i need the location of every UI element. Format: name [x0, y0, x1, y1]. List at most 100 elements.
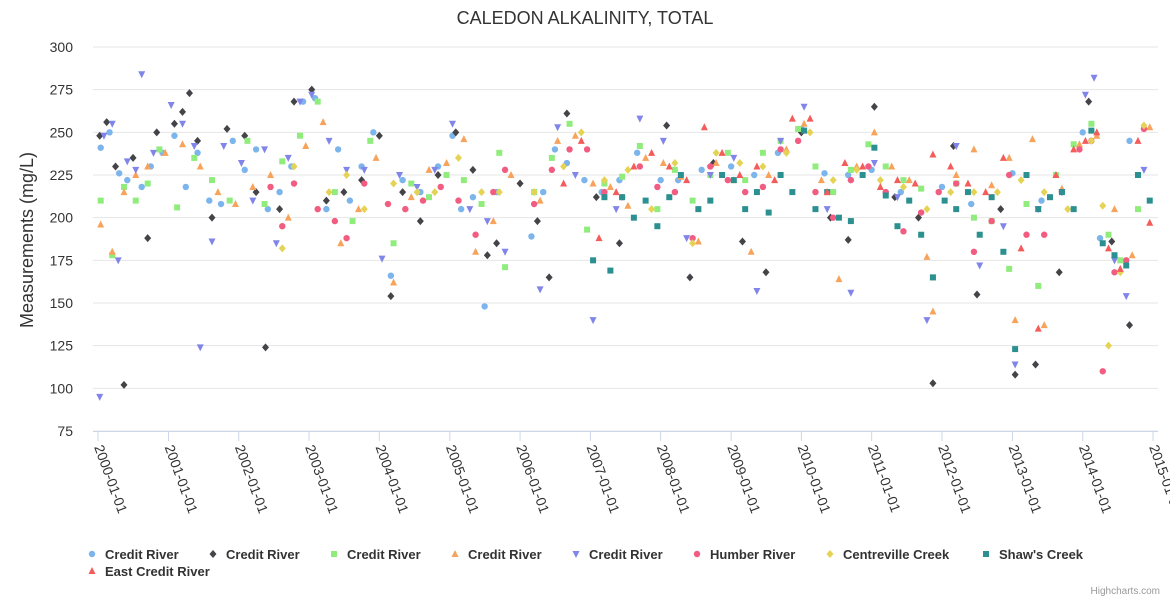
- data-point[interactable]: [730, 154, 738, 162]
- data-point[interactable]: [425, 165, 433, 173]
- data-point[interactable]: [751, 171, 758, 179]
- data-point[interactable]: [765, 171, 773, 178]
- data-point[interactable]: [727, 163, 735, 170]
- data-point[interactable]: [528, 233, 535, 240]
- data-point[interactable]: [296, 132, 303, 139]
- data-point[interactable]: [612, 188, 620, 196]
- data-point[interactable]: [619, 194, 626, 201]
- data-point[interactable]: [571, 131, 579, 139]
- legend-item[interactable]: Centreville Creek: [826, 547, 950, 562]
- data-point[interactable]: [319, 118, 327, 126]
- data-point[interactable]: [536, 196, 544, 204]
- data-point[interactable]: [1099, 240, 1106, 247]
- data-point[interactable]: [231, 200, 239, 208]
- legend-label[interactable]: Credit River: [468, 547, 542, 562]
- data-point[interactable]: [654, 183, 661, 191]
- data-point[interactable]: [208, 238, 216, 246]
- data-point[interactable]: [343, 166, 351, 174]
- data-point[interactable]: [577, 136, 585, 144]
- data-point[interactable]: [112, 162, 120, 171]
- data-point[interactable]: [502, 264, 509, 271]
- data-point[interactable]: [829, 214, 837, 221]
- data-point[interactable]: [1128, 251, 1136, 259]
- data-point[interactable]: [290, 180, 298, 187]
- data-point[interactable]: [261, 146, 269, 154]
- data-point[interactable]: [1134, 172, 1141, 178]
- data-point[interactable]: [953, 206, 960, 213]
- data-point[interactable]: [929, 274, 936, 281]
- data-point[interactable]: [144, 180, 151, 187]
- data-point[interactable]: [469, 165, 477, 174]
- data-point[interactable]: [1090, 74, 1098, 82]
- data-point[interactable]: [1110, 257, 1118, 265]
- legend-label[interactable]: Credit River: [105, 547, 179, 562]
- data-point[interactable]: [144, 234, 152, 243]
- data-point[interactable]: [507, 171, 515, 178]
- data-point[interactable]: [1088, 127, 1095, 134]
- data-point[interactable]: [595, 234, 603, 242]
- data-point[interactable]: [689, 239, 697, 248]
- data-point[interactable]: [1123, 262, 1130, 269]
- data-point[interactable]: [1005, 171, 1013, 179]
- data-point[interactable]: [174, 204, 181, 211]
- data-point[interactable]: [1099, 201, 1107, 210]
- data-point[interactable]: [893, 176, 901, 184]
- data-point[interactable]: [457, 205, 465, 213]
- data-point[interactable]: [1093, 128, 1101, 136]
- data-point[interactable]: [191, 154, 198, 161]
- data-point[interactable]: [659, 159, 667, 167]
- legend-label[interactable]: Credit River: [589, 547, 663, 562]
- data-point[interactable]: [888, 162, 896, 170]
- data-point[interactable]: [1040, 188, 1048, 197]
- data-point[interactable]: [103, 118, 111, 127]
- data-point[interactable]: [1140, 166, 1148, 174]
- data-point[interactable]: [918, 231, 925, 238]
- data-point[interactable]: [871, 144, 878, 151]
- legend-marker[interactable]: [88, 567, 96, 574]
- data-point[interactable]: [100, 132, 108, 140]
- data-point[interactable]: [900, 177, 907, 184]
- data-point[interactable]: [654, 223, 661, 230]
- data-point[interactable]: [454, 153, 462, 162]
- legend-item[interactable]: Shaw's Creek: [983, 547, 1084, 562]
- data-point[interactable]: [548, 166, 556, 174]
- data-point[interactable]: [1076, 146, 1083, 153]
- data-point[interactable]: [736, 159, 744, 168]
- data-point[interactable]: [206, 197, 213, 204]
- data-point[interactable]: [120, 188, 128, 196]
- data-point[interactable]: [759, 162, 767, 171]
- data-point[interactable]: [196, 344, 204, 352]
- data-point[interactable]: [179, 120, 187, 128]
- data-point[interactable]: [1006, 265, 1013, 272]
- data-point[interactable]: [694, 237, 702, 245]
- data-point[interactable]: [325, 188, 333, 197]
- data-point[interactable]: [343, 234, 350, 242]
- data-point[interactable]: [592, 193, 600, 202]
- data-point[interactable]: [1123, 257, 1130, 264]
- data-point[interactable]: [132, 171, 140, 178]
- data-point[interactable]: [109, 252, 116, 259]
- data-point[interactable]: [437, 183, 444, 191]
- data-point[interactable]: [229, 137, 236, 145]
- data-point[interactable]: [929, 379, 937, 388]
- plot-area[interactable]: [96, 71, 1154, 401]
- data-point[interactable]: [844, 171, 852, 179]
- data-point[interactable]: [870, 128, 878, 136]
- data-point[interactable]: [346, 197, 354, 204]
- data-point[interactable]: [481, 303, 488, 310]
- data-point[interactable]: [390, 240, 397, 247]
- data-point[interactable]: [1081, 91, 1089, 99]
- data-point[interactable]: [1000, 248, 1007, 255]
- data-point[interactable]: [683, 176, 691, 184]
- data-point[interactable]: [917, 209, 925, 216]
- data-point[interactable]: [360, 205, 368, 214]
- data-point[interactable]: [671, 166, 678, 173]
- data-point[interactable]: [648, 205, 656, 214]
- data-point[interactable]: [466, 206, 474, 214]
- data-point[interactable]: [387, 292, 395, 301]
- data-point[interactable]: [847, 176, 855, 184]
- data-point[interactable]: [581, 176, 588, 184]
- data-point[interactable]: [355, 205, 363, 213]
- data-point[interactable]: [712, 148, 720, 157]
- data-point[interactable]: [765, 209, 772, 216]
